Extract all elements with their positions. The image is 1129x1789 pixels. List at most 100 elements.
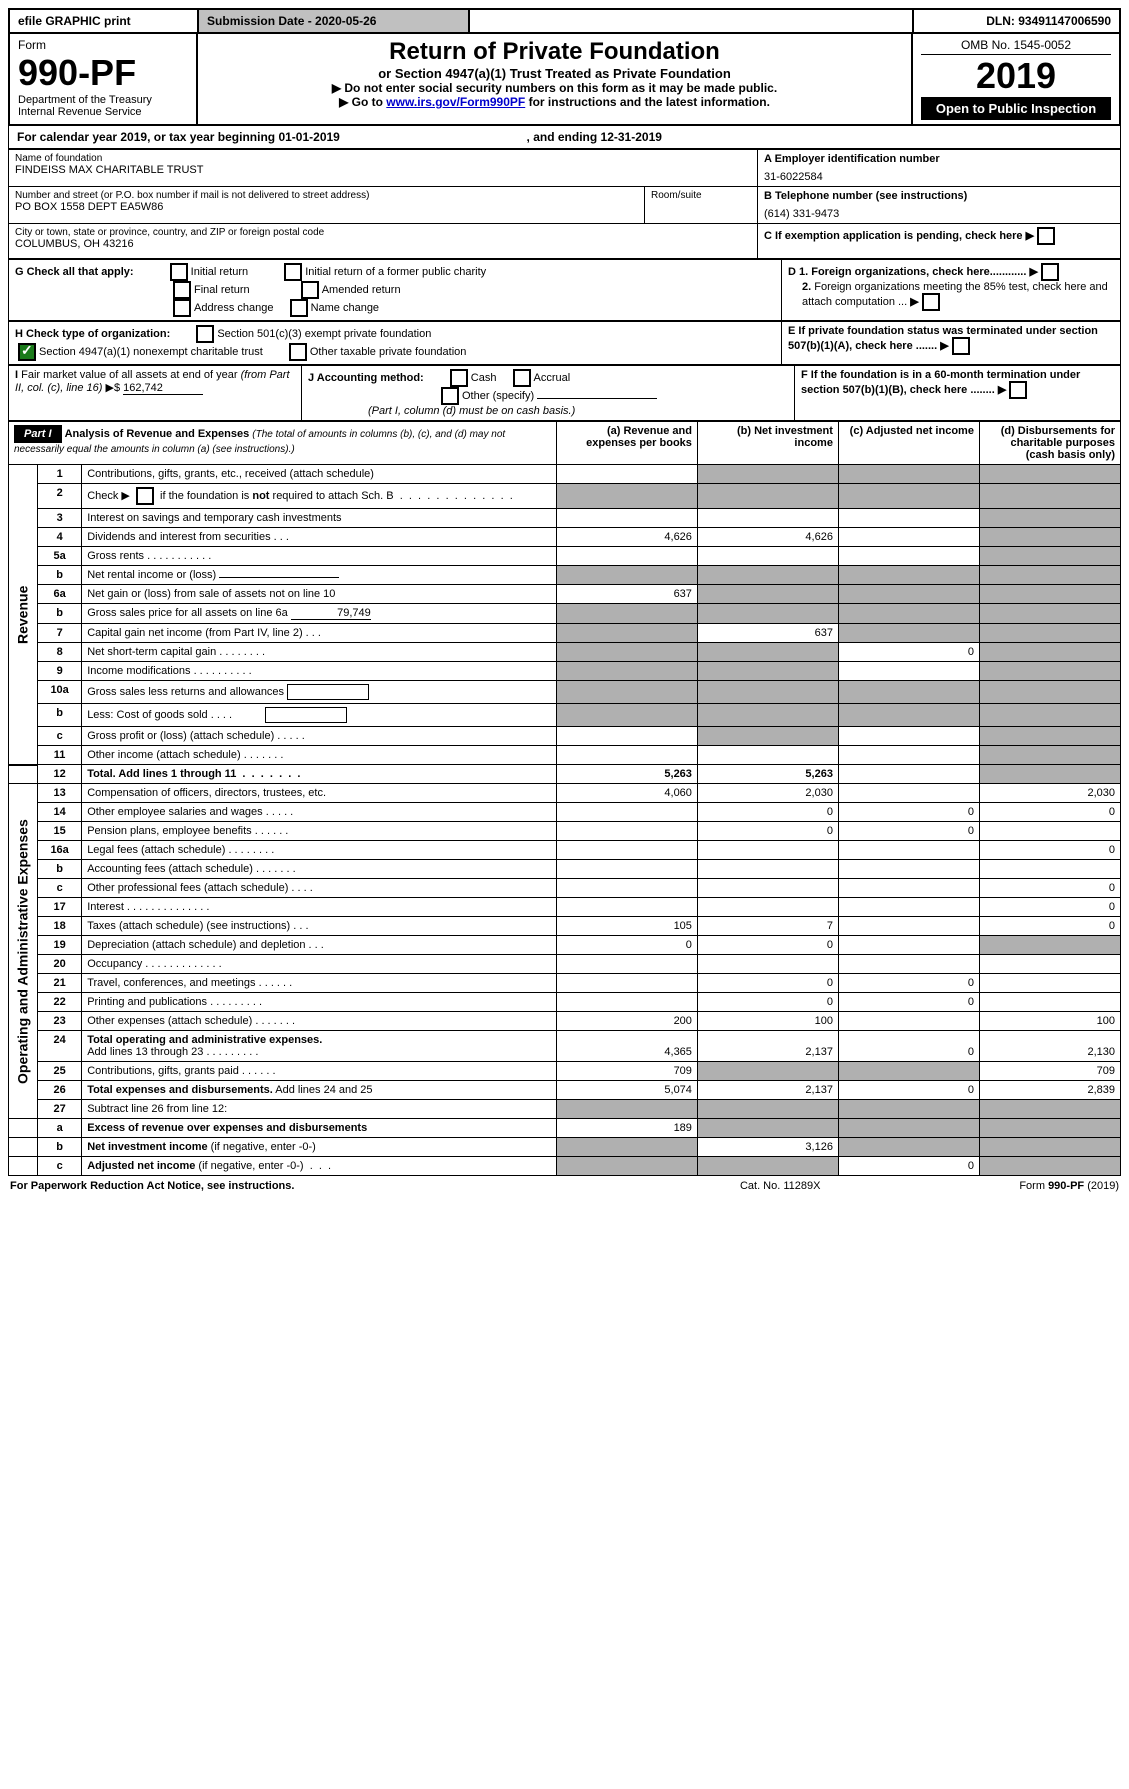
g-label: G Check all that apply:: [15, 266, 134, 278]
j-note: (Part I, column (d) must be on cash basi…: [368, 405, 575, 417]
form990pf-link[interactable]: www.irs.gov/Form990PF: [386, 95, 525, 109]
name-change-checkbox[interactable]: [290, 299, 308, 317]
table-row: cOther professional fees (attach schedul…: [9, 879, 1121, 898]
efile-label: efile GRAPHIC print: [9, 9, 198, 33]
room-label: Room/suite: [651, 190, 751, 201]
part-1-table: Part I Analysis of Revenue and Expenses …: [8, 421, 1121, 1176]
dept-treasury: Department of the Treasury Internal Reve…: [18, 94, 188, 118]
form-title: Return of Private Foundation: [206, 38, 903, 66]
initial-former-checkbox[interactable]: [284, 263, 302, 281]
col-a-header: (a) Revenue and expenses per books: [556, 422, 697, 465]
table-row: 2Check ▶ if the foundation is not requir…: [9, 484, 1121, 509]
table-row: 6aNet gain or (loss) from sale of assets…: [9, 585, 1121, 604]
d2-label: Foreign organizations meeting the 85% te…: [802, 281, 1108, 308]
col-d-header: (d) Disbursements for charitable purpose…: [979, 422, 1120, 465]
form-word: Form: [18, 38, 188, 52]
final-return-checkbox[interactable]: [173, 281, 191, 299]
city-label: City or town, state or province, country…: [15, 227, 751, 238]
table-row: 17Interest . . . . . . . . . . . . . .0: [9, 898, 1121, 917]
j-label: J Accounting method:: [308, 372, 424, 384]
table-row: 3Interest on savings and temporary cash …: [9, 509, 1121, 528]
omb-number: OMB No. 1545-0052: [921, 38, 1111, 55]
form-ref: Form 990-PF (2019): [879, 1178, 1121, 1194]
c-checkbox[interactable]: [1037, 227, 1055, 245]
d1-label: D 1. Foreign organizations, check here..…: [788, 266, 1026, 278]
form-subtitle: or Section 4947(a)(1) Trust Treated as P…: [206, 66, 903, 81]
f-checkbox[interactable]: [1009, 381, 1027, 399]
foundation-name: FINDEISS MAX CHARITABLE TRUST: [15, 164, 751, 176]
table-row: 19Depreciation (attach schedule) and dep…: [9, 936, 1121, 955]
table-row: 16aLegal fees (attach schedule) . . . . …: [9, 841, 1121, 860]
tel-value: (614) 331-9473: [764, 202, 1114, 220]
tel-label: B Telephone number (see instructions): [764, 190, 1114, 202]
j-accrual-checkbox[interactable]: [513, 369, 531, 387]
instr-line-1: ▶ Do not enter social security numbers o…: [206, 81, 903, 95]
table-row: 11Other income (attach schedule) . . . .…: [9, 746, 1121, 765]
table-row: 25Contributions, gifts, grants paid . . …: [9, 1062, 1121, 1081]
expenses-vert-label: Operating and Administrative Expenses: [9, 784, 38, 1119]
table-row: Revenue 1Contributions, gifts, grants, e…: [9, 465, 1121, 484]
table-row: 20Occupancy . . . . . . . . . . . . .: [9, 955, 1121, 974]
table-row: Operating and Administrative Expenses 13…: [9, 784, 1121, 803]
form-number: 990-PF: [18, 52, 188, 94]
table-row: 27Subtract line 26 from line 12:: [9, 1100, 1121, 1119]
table-row: bLess: Cost of goods sold . . . .: [9, 704, 1121, 727]
table-row: 8Net short-term capital gain . . . . . .…: [9, 643, 1121, 662]
cat-no: Cat. No. 11289X: [682, 1178, 879, 1194]
table-row: bNet rental income or (loss): [9, 566, 1121, 585]
address-label: Number and street (or P.O. box number if…: [15, 190, 638, 201]
e-checkbox[interactable]: [952, 337, 970, 355]
table-row: cGross profit or (loss) (attach schedule…: [9, 727, 1121, 746]
j-cash-checkbox[interactable]: [450, 369, 468, 387]
h-501c3-checkbox[interactable]: [196, 325, 214, 343]
table-row: 18Taxes (attach schedule) (see instructi…: [9, 917, 1121, 936]
table-row: 24Total operating and administrative exp…: [9, 1031, 1121, 1062]
c-label: C If exemption application is pending, c…: [764, 230, 1023, 242]
h-other-checkbox[interactable]: [289, 343, 307, 361]
table-row: 12Total. Add lines 1 through 11 . . . . …: [9, 765, 1121, 784]
table-row: 5aGross rents . . . . . . . . . . .: [9, 547, 1121, 566]
j-other-checkbox[interactable]: [441, 387, 459, 405]
top-bar: efile GRAPHIC print Submission Date - 20…: [8, 8, 1121, 34]
table-row: 14Other employee salaries and wages . . …: [9, 803, 1121, 822]
instr-line-2: ▶ Go to www.irs.gov/Form990PF for instru…: [206, 95, 903, 109]
dln: DLN: 93491147006590: [913, 9, 1120, 33]
d2-checkbox[interactable]: [922, 293, 940, 311]
h-4947-checkbox[interactable]: [18, 343, 36, 361]
sch-b-checkbox[interactable]: [136, 487, 154, 505]
foundation-info: Name of foundation FINDEISS MAX CHARITAB…: [8, 149, 1121, 259]
part-1-title: Analysis of Revenue and Expenses: [65, 428, 250, 440]
table-row: cAdjusted net income (if negative, enter…: [9, 1157, 1121, 1176]
table-row: 26Total expenses and disbursements. Add …: [9, 1081, 1121, 1100]
initial-return-checkbox[interactable]: [170, 263, 188, 281]
ein-label: A Employer identification number: [764, 153, 1114, 165]
table-row: bAccounting fees (attach schedule) . . .…: [9, 860, 1121, 879]
table-row: 15Pension plans, employee benefits . . .…: [9, 822, 1121, 841]
address-change-checkbox[interactable]: [173, 299, 191, 317]
section-h-e: H Check type of organization: Section 50…: [8, 321, 1121, 365]
open-to-public: Open to Public Inspection: [921, 97, 1111, 120]
table-row: 7Capital gain net income (from Part IV, …: [9, 624, 1121, 643]
address-value: PO BOX 1558 DEPT EA5W86: [15, 201, 638, 213]
paperwork-notice: For Paperwork Reduction Act Notice, see …: [8, 1178, 682, 1194]
submission-date: Submission Date - 2020-05-26: [198, 9, 469, 33]
section-i-j-f: I Fair market value of all assets at end…: [8, 365, 1121, 421]
table-row: aExcess of revenue over expenses and dis…: [9, 1119, 1121, 1138]
f-label: F If the foundation is in a 60-month ter…: [801, 369, 1080, 396]
table-row: bNet investment income (if negative, ent…: [9, 1138, 1121, 1157]
col-b-header: (b) Net investment income: [697, 422, 838, 465]
table-row: 22Printing and publications . . . . . . …: [9, 993, 1121, 1012]
form-header: Form 990-PF Department of the Treasury I…: [8, 34, 1121, 126]
tax-year: 2019: [921, 55, 1111, 97]
col-c-header: (c) Adjusted net income: [838, 422, 979, 465]
ein-value: 31-6022584: [764, 165, 1114, 183]
amended-return-checkbox[interactable]: [301, 281, 319, 299]
table-row: 4Dividends and interest from securities …: [9, 528, 1121, 547]
h-label: H Check type of organization:: [15, 328, 170, 340]
foundation-name-label: Name of foundation: [15, 153, 751, 164]
section-g-d: G Check all that apply: Initial return I…: [8, 259, 1121, 321]
table-row: 21Travel, conferences, and meetings . . …: [9, 974, 1121, 993]
table-row: bGross sales price for all assets on lin…: [9, 604, 1121, 624]
calendar-year-row: For calendar year 2019, or tax year begi…: [8, 126, 1121, 149]
d1-checkbox[interactable]: [1041, 263, 1059, 281]
